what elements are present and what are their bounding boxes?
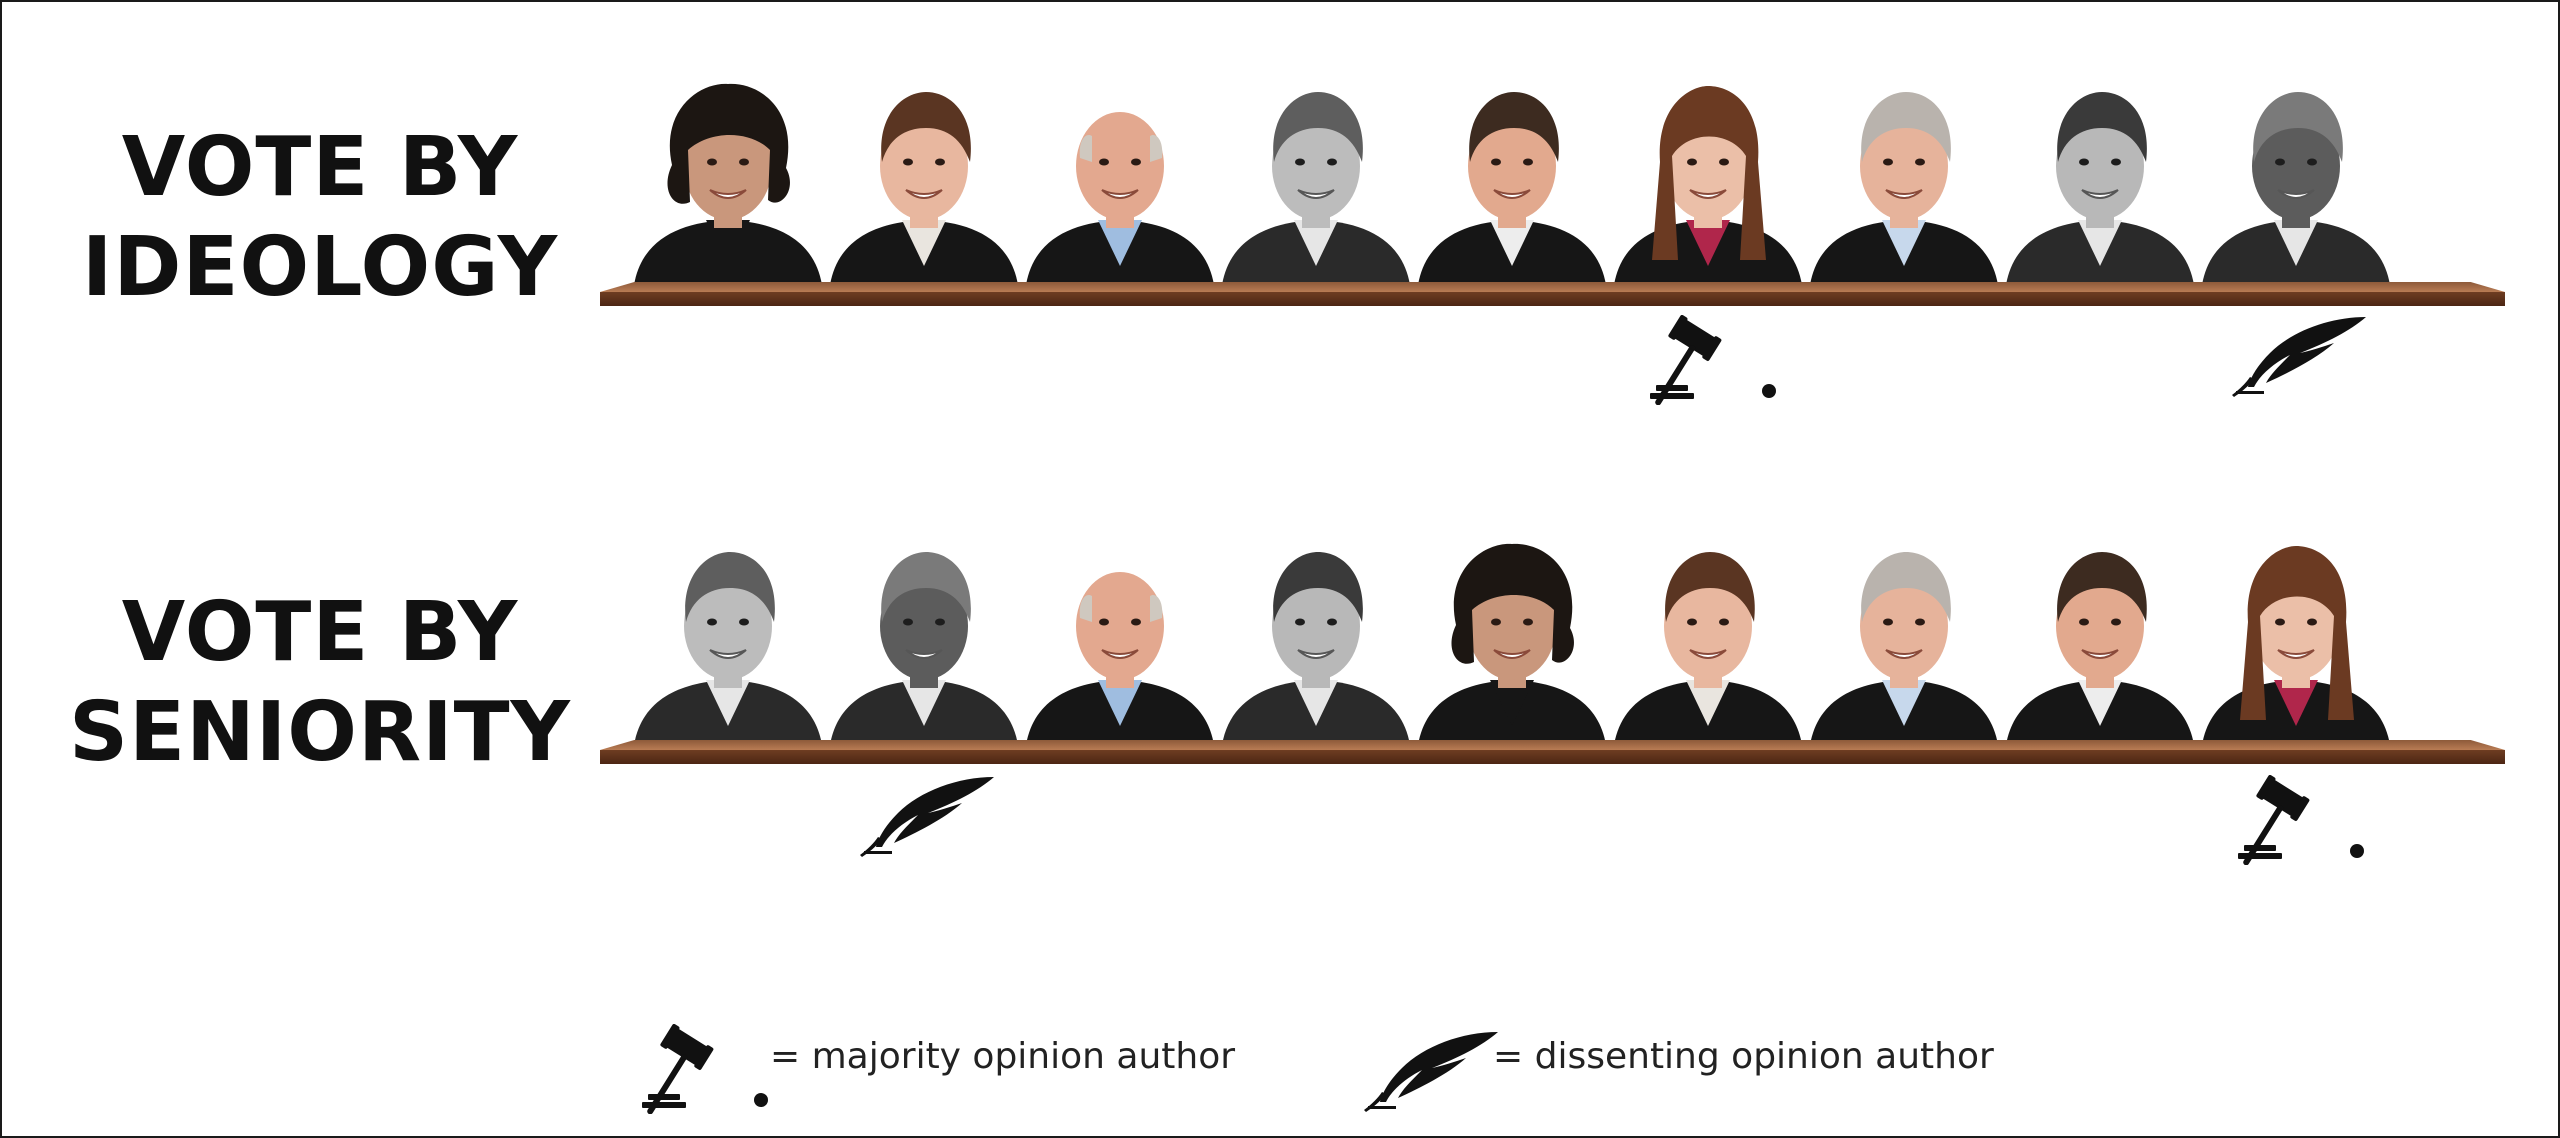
bench-front bbox=[600, 750, 2505, 764]
justice-portrait bbox=[1414, 70, 1610, 285]
justice-portrait bbox=[2198, 530, 2394, 745]
bench-seniority bbox=[600, 740, 2505, 764]
justice-portrait bbox=[826, 530, 1022, 745]
justice-portrait bbox=[1610, 530, 1806, 745]
justice-portrait bbox=[1022, 70, 1218, 285]
justice-portrait bbox=[2002, 70, 2198, 285]
justice-portrait bbox=[2002, 530, 2198, 745]
justice-row-seniority bbox=[630, 530, 2490, 745]
justice-portrait bbox=[630, 530, 826, 745]
legend-dissent-text: = dissenting opinion author bbox=[1493, 1036, 1994, 1077]
row-title-seniority: VOTE BY SENIORITY bbox=[40, 583, 600, 783]
gavel-icon bbox=[640, 1024, 770, 1114]
quill-icon bbox=[858, 773, 998, 857]
justice-portrait bbox=[1414, 530, 1610, 745]
justice-portrait bbox=[1218, 530, 1414, 745]
row-title-seniority-line1: VOTE BY bbox=[121, 585, 519, 680]
gavel-icon bbox=[1648, 315, 1778, 405]
justice-portrait bbox=[1806, 70, 2002, 285]
gavel-icon bbox=[2236, 775, 2366, 865]
bench-ideology bbox=[600, 282, 2505, 306]
bench-top bbox=[600, 282, 2505, 292]
justice-portrait bbox=[1218, 70, 1414, 285]
justice-portrait bbox=[1806, 530, 2002, 745]
row-title-ideology: VOTE BY IDEOLOGY bbox=[40, 118, 600, 318]
quill-icon bbox=[2230, 313, 2370, 397]
justice-row-ideology bbox=[630, 70, 2490, 285]
row-title-seniority-line2: SENIORITY bbox=[69, 685, 571, 780]
justice-portrait bbox=[2198, 70, 2394, 285]
justice-portrait bbox=[630, 70, 826, 285]
justice-portrait bbox=[1022, 530, 1218, 745]
justice-portrait bbox=[1610, 70, 1806, 285]
row-title-ideology-line2: IDEOLOGY bbox=[81, 220, 559, 315]
row-title-ideology-line1: VOTE BY bbox=[121, 120, 519, 215]
bench-front bbox=[600, 292, 2505, 306]
quill-icon bbox=[1362, 1028, 1502, 1112]
justice-portrait bbox=[826, 70, 1022, 285]
bench-top bbox=[600, 740, 2505, 750]
legend-majority-text: = majority opinion author bbox=[770, 1036, 1236, 1077]
